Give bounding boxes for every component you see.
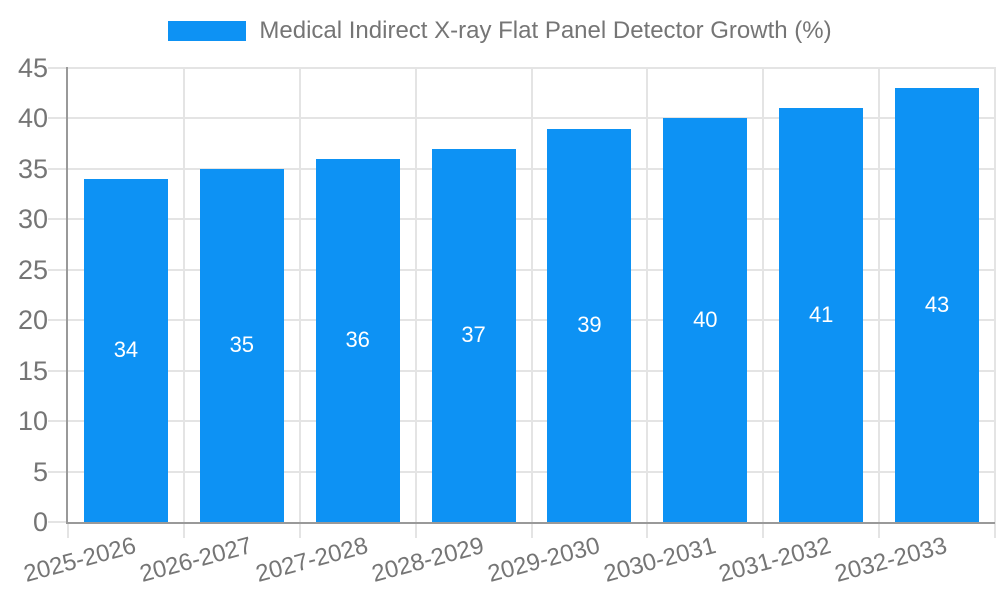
x-axis-category-label: 2025-2026 (21, 532, 139, 588)
y-tick-20 (48, 319, 66, 322)
bar-2032-2033[interactable]: 43 (895, 88, 980, 522)
x-axis-category-label: 2032-2033 (832, 532, 951, 588)
x-tick-1 (182, 524, 185, 538)
bar-2028-2029[interactable]: 37 (431, 148, 516, 522)
gridline-v-5 (646, 67, 649, 524)
bar-value-label: 41 (808, 302, 834, 328)
bar-2031-2032[interactable]: 41 (779, 108, 864, 522)
y-axis-tick-label: 0 (32, 507, 48, 537)
y-axis-tick-label: 30 (17, 204, 48, 235)
y-tick-15 (48, 369, 66, 372)
x-tick-6 (762, 524, 765, 538)
x-axis-line (66, 522, 995, 524)
plot-area: 0 5 10 15 20 25 30 35 40 45 34 35 36 37 39 40 41 43 2025-2… (18, 53, 996, 588)
y-tick-45 (48, 67, 66, 69)
gridline-v-7 (878, 67, 881, 524)
gridline-v-3 (414, 67, 417, 524)
x-tick-4 (530, 524, 533, 538)
plot-right-border (994, 67, 996, 524)
bar-value-label: 37 (461, 322, 486, 348)
bar-value-label: 35 (229, 332, 255, 358)
bar-2027-2028[interactable]: 36 (315, 158, 400, 522)
bar-2026-2027[interactable]: 35 (199, 168, 284, 522)
x-axis-category-label: 2030-2031 (600, 532, 719, 588)
y-axis-tick-label: 5 (32, 456, 48, 487)
x-tick-5 (646, 524, 649, 538)
bar-2025-2026[interactable]: 34 (83, 178, 168, 522)
bar-2030-2031[interactable]: 40 (663, 118, 748, 522)
y-tick-0 (48, 521, 66, 523)
x-tick-7 (878, 524, 881, 538)
y-tick-40 (48, 117, 66, 120)
bar-2029-2030[interactable]: 39 (547, 128, 632, 522)
gridline-v-2 (298, 67, 301, 524)
x-axis-category-label: 2029-2030 (484, 532, 603, 588)
gridline-v-6 (762, 67, 765, 524)
bar-value-label: 43 (924, 292, 950, 318)
y-axis-tick-label: 20 (17, 305, 48, 336)
y-tick-35 (48, 167, 66, 170)
bar-value-label: 39 (577, 312, 602, 338)
y-axis-tick-label: 35 (17, 153, 48, 184)
bar-value-label: 34 (113, 337, 139, 363)
x-axis-category-label: 2027-2028 (252, 532, 371, 588)
x-axis-category-label: 2031-2032 (716, 532, 835, 588)
x-tick-3 (414, 524, 417, 538)
y-axis-tick-label: 15 (17, 355, 48, 386)
y-axis-tick-label: 25 (17, 254, 48, 285)
y-axis-tick-label: 40 (17, 103, 48, 134)
bar-value-label: 36 (345, 327, 370, 353)
y-tick-5 (48, 470, 66, 473)
x-tick-8 (994, 524, 996, 538)
gridline-v-1 (182, 67, 185, 524)
y-tick-30 (48, 218, 66, 221)
y-axis-tick-label: 45 (17, 53, 48, 83)
x-axis-category-label: 2026-2027 (136, 532, 255, 588)
legend-swatch[interactable] (168, 21, 247, 41)
chart-title: Medical Indirect X-ray Flat Panel Detect… (259, 17, 832, 44)
chart-legend: Medical Indirect X-ray Flat Panel Detect… (0, 14, 1000, 48)
gridline-v-4 (530, 67, 533, 524)
bar-value-label: 40 (693, 307, 718, 333)
x-axis-category-label: 2028-2029 (368, 532, 487, 588)
y-axis-line (66, 67, 68, 524)
y-axis-tick-label: 10 (17, 406, 48, 437)
y-tick-10 (48, 420, 66, 423)
y-tick-25 (48, 268, 66, 271)
x-tick-0 (67, 524, 69, 538)
x-tick-2 (298, 524, 301, 538)
